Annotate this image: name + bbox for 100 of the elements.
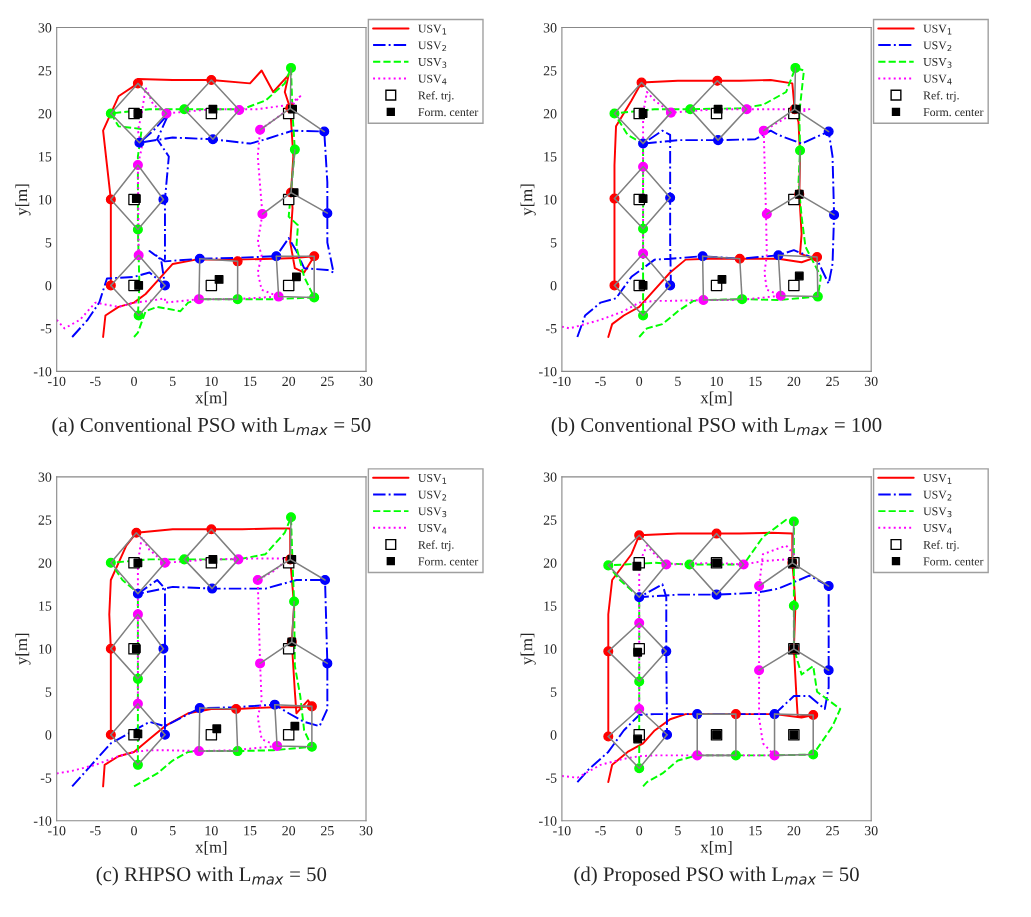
legend-label: USV$_{3}$ [923,57,952,68]
x-tick-label: 30 [359,825,373,836]
x-tick-label: -5 [595,376,606,387]
legend-label: Form. center [923,108,984,117]
y-tick-label: 15 [544,601,557,611]
y-tick-label: 0 [550,730,557,740]
x-tick-label: 30 [864,376,878,387]
y-tick-label: 25 [38,66,52,76]
y-tick-label: -10 [539,366,557,377]
legend-label: Form. center [418,108,479,117]
y-tick-label: 10 [544,195,557,205]
y-tick-label: -10 [539,816,557,826]
x-tick-label: 25 [321,376,334,387]
x-tick-label: 15 [244,826,257,836]
text: (b) Conventional PSO with L$_{max}$ = 100 [551,417,882,437]
y-tick-label: 10 [39,195,52,205]
y-tick-label: 15 [39,152,52,162]
x-axis-title: x[m] [195,840,227,855]
y-tick-label: 25 [543,515,557,525]
text: (a) Conventional PSO with L$_{max}$ = 50 [52,417,371,437]
y-tick-label: 0 [45,281,52,291]
y-tick-label: 0 [550,281,557,291]
legend-label: USV$_{1}$ [418,24,447,35]
x-tick-label: 20 [282,825,296,836]
y-tick-label: 10 [39,644,52,654]
y-tick-label: 20 [543,558,557,568]
y-tick-label: 0 [45,730,52,740]
y-tick-label: 15 [39,601,52,611]
x-axis-title: x[m] [700,391,732,406]
x-axis-title: x[m] [700,840,732,855]
y-tick-label: 20 [543,109,557,119]
legend-label: Ref. trj. [923,540,959,552]
x-tick-label: 15 [244,376,257,387]
legend-label: USV$_{4}$ [923,524,952,534]
y-tick-label: 25 [38,515,52,525]
x-tick-label: 20 [787,376,801,387]
y-tick-label: -10 [33,366,52,377]
y-tick-label: 30 [543,23,557,33]
y-tick-label: 30 [38,23,52,33]
text: (c) RHPSO with L$_{max}$ = 50 [96,866,327,886]
y-tick-label: 25 [543,66,557,76]
legend-label: USV$_{1}$ [923,473,952,484]
legend-label: USV$_{4}$ [418,524,447,534]
x-axis-title: x[m] [195,391,227,406]
x-tick-label: 0 [636,825,643,836]
x-tick-label: 10 [710,376,723,387]
x-tick-label: 5 [170,826,176,836]
x-tick-label: 20 [282,376,296,387]
y-axis-title: y[m] [520,633,536,665]
x-tick-label: 10 [710,825,723,836]
legend-label: USV$_{2}$ [418,41,447,52]
x-tick-label: -5 [595,826,606,836]
legend-label: Ref. trj. [923,91,959,102]
x-tick-label: 0 [636,376,643,387]
legend-label: Ref. trj. [418,91,454,102]
legend-label: USV$_{2}$ [418,490,447,501]
legend-label: USV$_{1}$ [923,24,952,35]
x-tick-label: 5 [170,376,176,387]
legend-label: Form. center [923,557,984,566]
y-tick-label: 30 [38,472,52,482]
x-tick-label: 30 [864,825,878,836]
legend-label: USV$_{1}$ [418,473,447,484]
x-tick-label: 15 [749,376,762,387]
legend-label: USV$_{3}$ [923,507,952,518]
y-axis-title: y[m] [15,184,31,216]
legend-label: Ref. trj. [418,540,454,552]
x-tick-label: 0 [131,376,137,387]
y-tick-label: -5 [545,324,557,334]
legend-label: USV$_{3}$ [418,507,447,518]
x-tick-label: 25 [826,376,839,387]
x-tick-label: 5 [675,826,681,836]
y-tick-label: 5 [550,687,557,697]
y-tick-label: 20 [38,558,52,568]
legend-label: USV$_{3}$ [418,57,447,68]
y-axis-title: y[m] [15,633,31,665]
y-tick-label: -5 [545,773,557,783]
legend-label: Form. center [418,557,479,566]
y-tick-label: -5 [40,324,52,334]
y-tick-label: 15 [544,152,557,162]
x-tick-label: 10 [205,376,218,387]
y-tick-label: -5 [40,773,52,783]
x-tick-label: 30 [359,376,373,387]
x-tick-label: 25 [826,826,839,836]
x-tick-label: 0 [131,825,137,836]
x-tick-label: 5 [675,376,681,387]
legend-label: USV$_{2}$ [923,41,952,52]
y-axis-title: y[m] [520,184,536,216]
legend-label: USV$_{4}$ [418,74,447,85]
x-tick-label: 25 [321,826,334,836]
y-tick-label: 5 [45,238,52,248]
legend-label: USV$_{4}$ [923,74,952,85]
y-tick-label: 10 [544,644,557,654]
y-tick-label: 30 [543,472,557,482]
y-tick-label: 20 [38,109,52,119]
x-tick-label: -5 [90,376,101,387]
x-tick-label: 20 [787,825,801,836]
x-tick-label: 10 [205,825,218,836]
y-tick-label: -10 [33,816,52,826]
y-tick-label: 5 [45,687,52,697]
y-tick-label: 5 [550,238,557,248]
